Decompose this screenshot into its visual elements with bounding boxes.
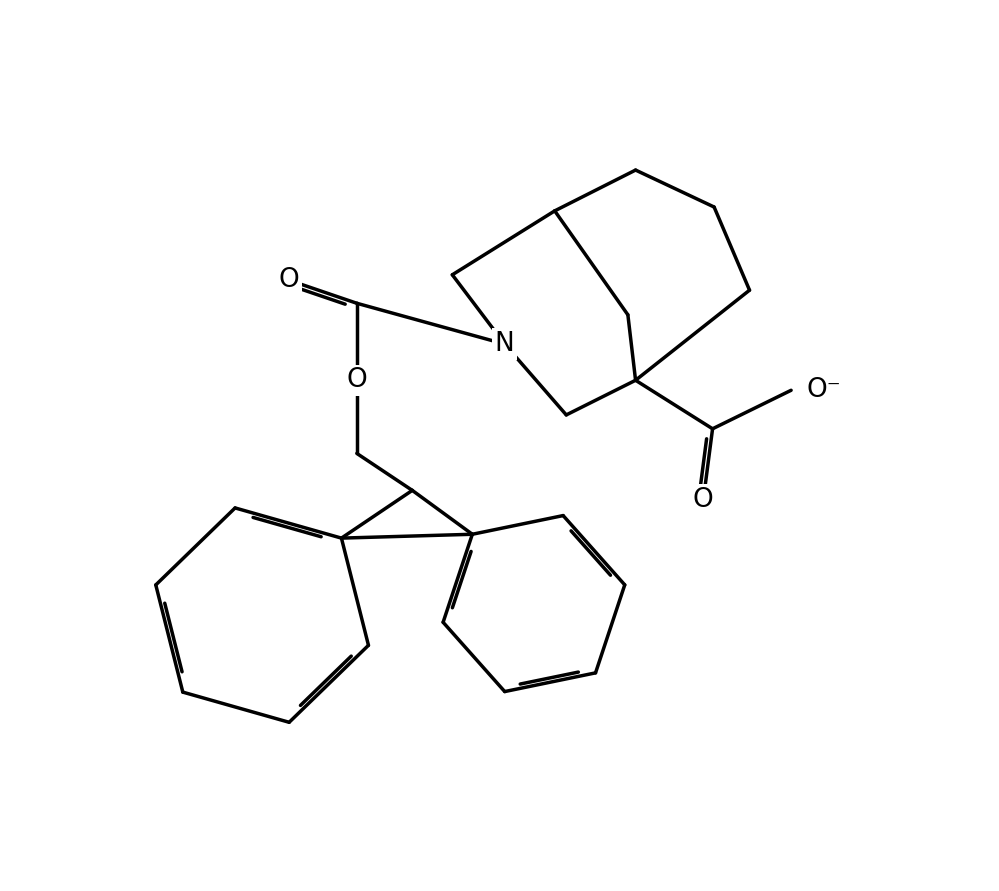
Text: O: O <box>279 267 300 293</box>
Text: N: N <box>495 331 514 357</box>
Text: O⁻: O⁻ <box>807 377 841 404</box>
Text: O: O <box>693 486 713 512</box>
Text: O: O <box>347 367 368 393</box>
